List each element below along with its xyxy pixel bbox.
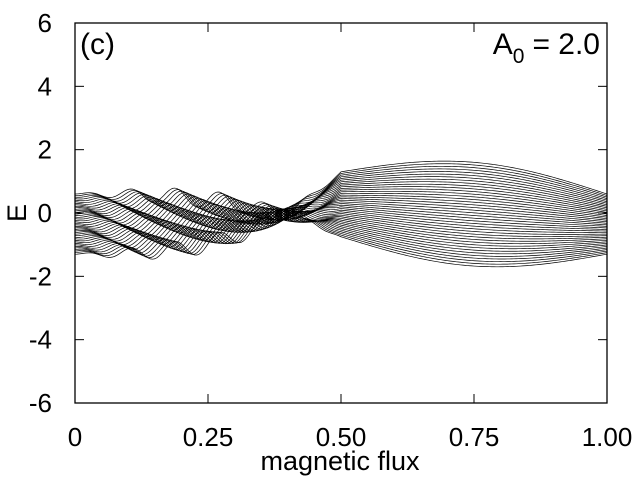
energy-band-line: [74, 190, 608, 262]
x-tick-label: 1.00: [582, 422, 633, 452]
energy-band-line: [74, 190, 608, 242]
energy-band-line: [74, 208, 608, 229]
y-tick-label: -4: [29, 325, 52, 355]
energy-band-line: [74, 196, 608, 252]
energy-band-line: [74, 201, 608, 234]
y-tick-label: 4: [38, 71, 52, 101]
energy-band-line: [74, 187, 608, 268]
energy-band-line: [74, 204, 608, 237]
x-tick-label: 0: [68, 422, 82, 452]
y-tick-labels: 6 4 2 0 -2 -4 -6: [29, 8, 52, 418]
parameter-subscript: 0: [513, 45, 525, 68]
energy-band-line: [74, 204, 608, 231]
energy-band-line: [74, 192, 608, 260]
energy-band-line: [74, 188, 608, 244]
energy-band-line: [74, 200, 608, 245]
energy-band-line: [74, 160, 608, 260]
energy-band-line: [74, 176, 608, 251]
energy-band-line: [74, 206, 608, 233]
energy-band-line: [74, 208, 608, 230]
energy-band-line: [74, 194, 608, 239]
energy-band-line: [74, 205, 608, 235]
y-tick-label: 0: [38, 198, 52, 228]
energy-band-line: [74, 197, 608, 250]
y-axis-title: E: [2, 204, 32, 222]
x-tick-label: 0.75: [449, 422, 500, 452]
x-axis-title: magnetic flux: [260, 446, 420, 476]
energy-band-line: [74, 203, 608, 233]
energy-band-line: [74, 163, 608, 259]
parameter-symbol: A: [493, 28, 513, 61]
energy-band-line: [74, 193, 608, 257]
energy-band-line: [74, 186, 608, 245]
axis-ticks: [74, 22, 608, 404]
y-tick-label: 2: [38, 135, 52, 165]
energy-band-line: [74, 178, 608, 249]
energy-bands: [74, 160, 608, 268]
energy-band-line: [74, 207, 608, 232]
energy-band-line: [74, 199, 608, 235]
y-tick-label: -2: [29, 261, 52, 291]
x-tick-label: 0.25: [183, 422, 234, 452]
energy-band-line: [74, 199, 608, 247]
energy-band-line: [74, 189, 608, 265]
x-tick-label: 0.50: [316, 422, 367, 452]
energy-band-line: [74, 193, 608, 241]
parameter-label: A0 = 2.0: [493, 28, 600, 68]
x-tick-labels: 0 0.25 0.50 0.75 1.00: [68, 422, 633, 452]
parameter-value: = 2.0: [532, 28, 600, 61]
energy-band-line: [74, 173, 608, 252]
y-tick-label: 6: [38, 8, 52, 38]
energy-band-line: [74, 171, 608, 254]
y-tick-label: -6: [29, 388, 52, 418]
panel-label: (c): [80, 28, 115, 61]
energy-band-line: [74, 183, 608, 247]
